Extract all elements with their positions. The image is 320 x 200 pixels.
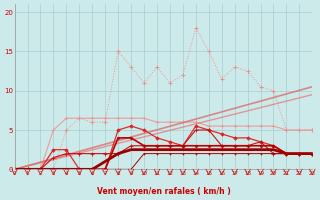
X-axis label: Vent moyen/en rafales ( km/h ): Vent moyen/en rafales ( km/h ) [97, 187, 230, 196]
